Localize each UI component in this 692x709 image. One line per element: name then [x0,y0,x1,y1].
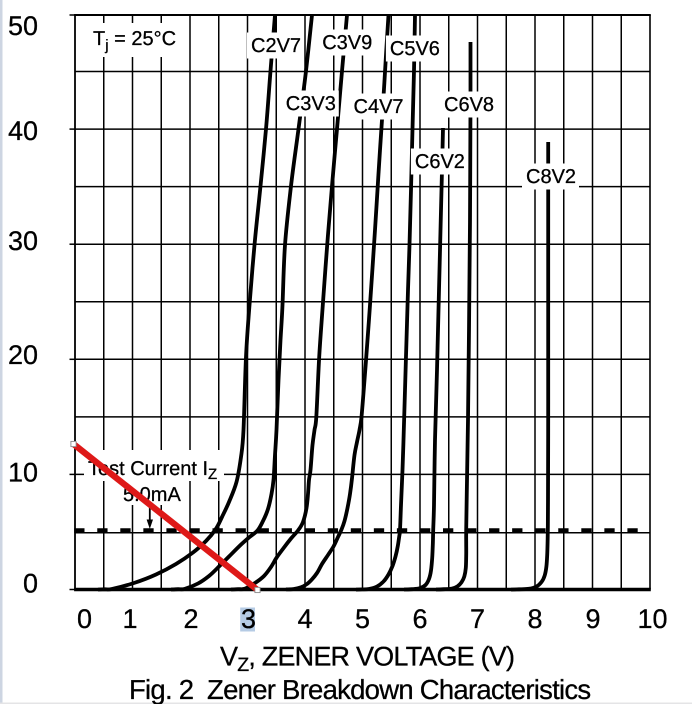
svg-text:5: 5 [355,604,370,634]
svg-text:4: 4 [297,604,312,634]
svg-text:Test Current IZ: Test Current IZ [88,458,217,483]
svg-text:7: 7 [470,604,485,634]
svg-text:10: 10 [637,604,667,634]
svg-text:C4V7: C4V7 [354,96,404,118]
svg-text:6: 6 [412,604,427,634]
svg-text:2: 2 [183,604,198,634]
svg-text:C3V3: C3V3 [286,93,336,115]
svg-text:1: 1 [122,604,137,634]
svg-text:C5V6: C5V6 [390,38,440,60]
svg-text:30: 30 [8,226,38,256]
svg-text:50: 50 [8,11,38,41]
svg-text:20: 20 [8,340,38,370]
svg-text:C3V9: C3V9 [322,32,372,54]
svg-text:0: 0 [77,604,92,634]
svg-text:3: 3 [241,604,256,634]
svg-text:VZ, ZENER VOLTAGE (V): VZ, ZENER VOLTAGE (V) [220,642,514,677]
svg-text:C8V2: C8V2 [526,166,576,188]
svg-text:C6V8: C6V8 [444,94,494,116]
svg-text:10: 10 [8,457,38,487]
svg-text:Fig. 2 Zener Breakdown Charac: Fig. 2 Zener Breakdown Characteristics [129,674,590,704]
svg-text:C2V7: C2V7 [251,35,301,57]
svg-text:9: 9 [585,604,600,634]
svg-text:C6V2: C6V2 [415,151,465,173]
svg-text:8: 8 [527,604,542,634]
svg-text:5.0mA: 5.0mA [123,484,181,506]
svg-text:40: 40 [8,116,38,146]
svg-text:0: 0 [23,568,38,598]
